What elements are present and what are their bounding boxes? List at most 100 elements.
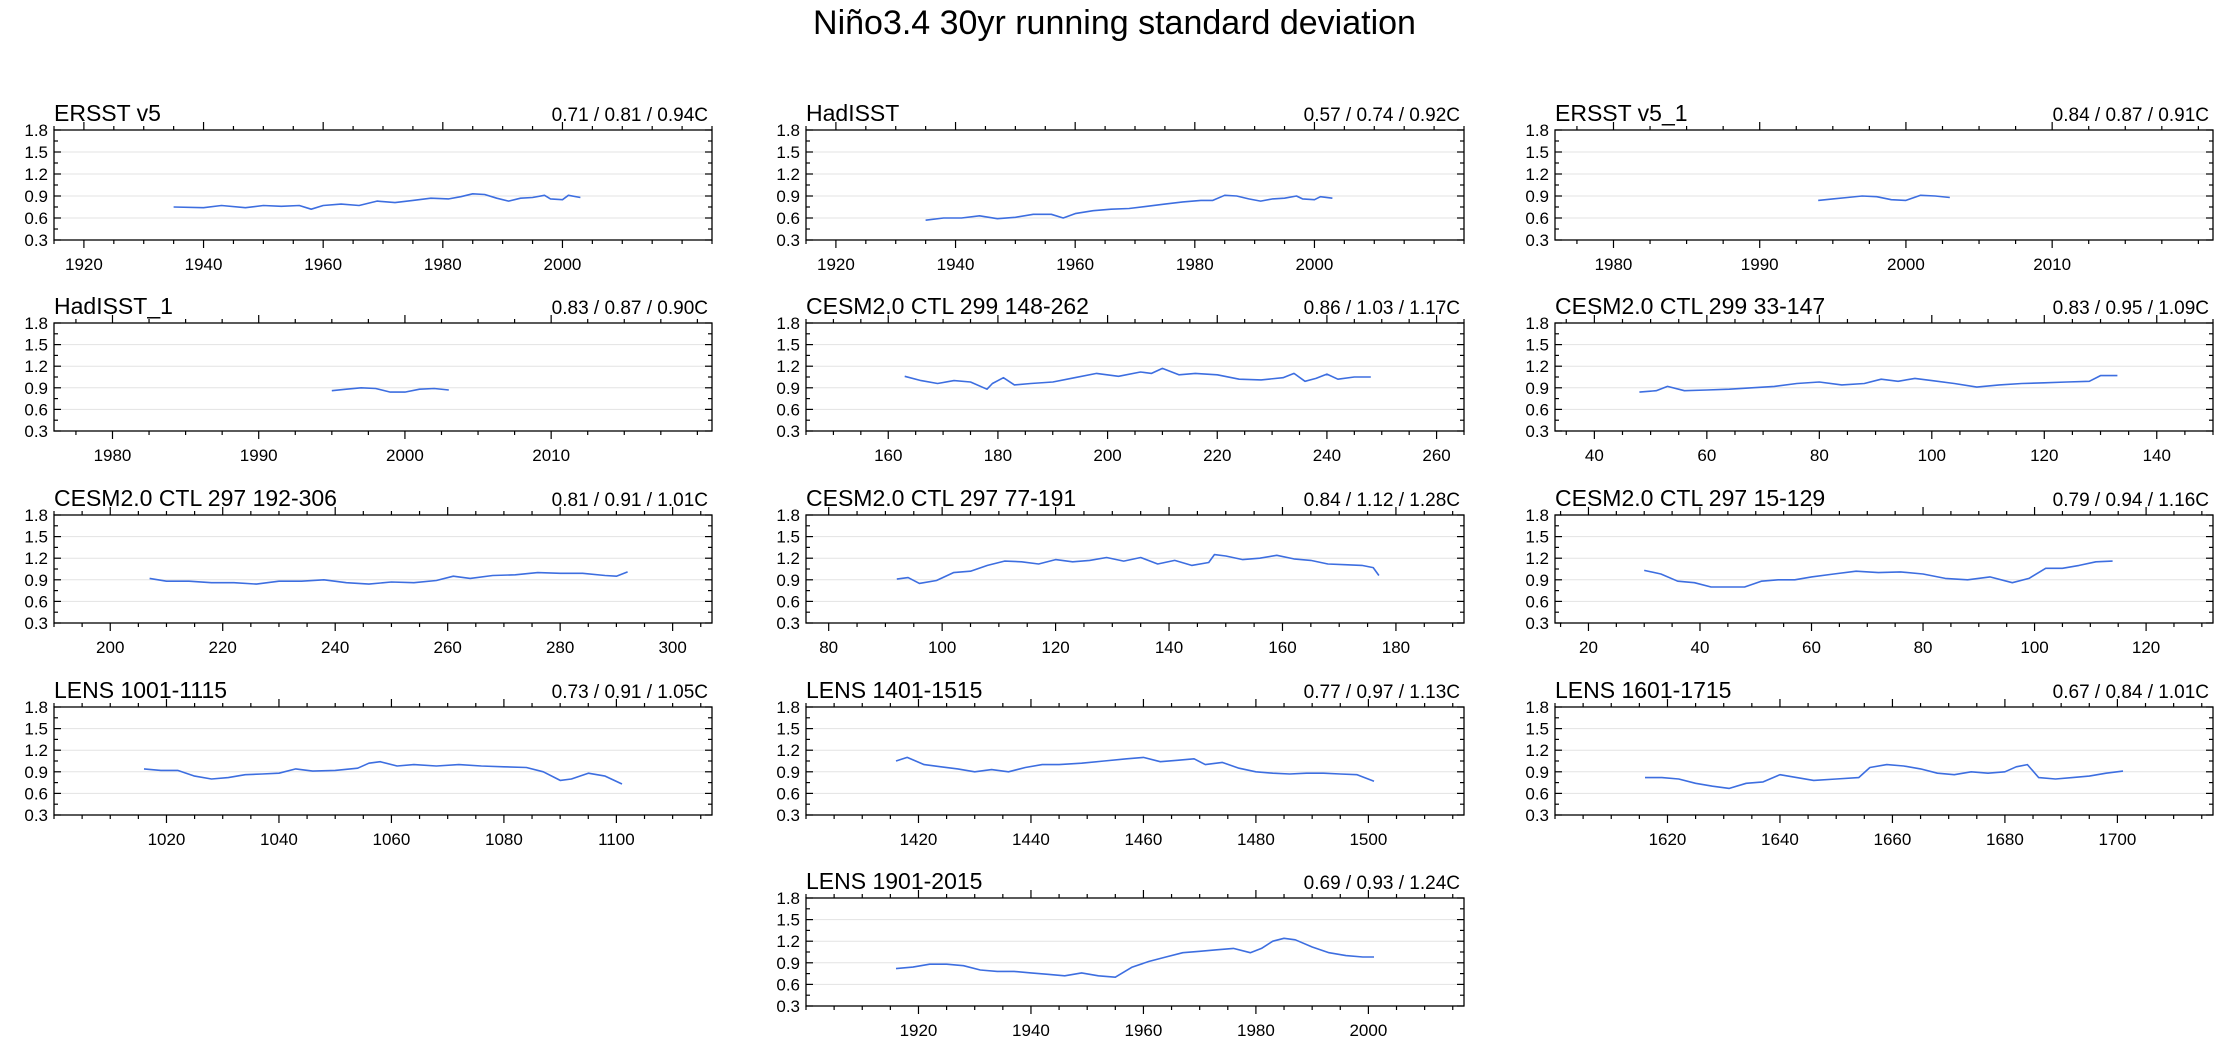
series-line	[895, 937, 1374, 979]
x-tick-label: 1940	[937, 255, 975, 274]
x-tick-label: 1080	[485, 830, 523, 849]
x-tick-label: 100	[2020, 638, 2048, 657]
panel-title: HadISST	[806, 100, 899, 126]
panel-stats: 0.73 / 0.91 / 1.05C	[552, 682, 708, 703]
x-tick-label: 2000	[1887, 255, 1925, 274]
x-tick-label: 60	[1802, 638, 1821, 657]
x-tick-label: 1420	[900, 830, 938, 849]
panel-stats: 0.81 / 0.91 / 1.01C	[552, 490, 708, 511]
y-tick-label: 1.5	[776, 143, 800, 162]
x-tick-label: 180	[984, 446, 1012, 465]
y-tick-label: 0.3	[1525, 614, 1549, 633]
plot-frame	[805, 129, 1465, 241]
y-tick-label: 1.8	[1525, 121, 1549, 140]
panel-12: LENS 1901-2015 0.69 / 0.93 / 1.24C 0.3 0.6 0…	[776, 868, 1465, 1040]
y-tick-label: 0.6	[776, 592, 800, 611]
y-tick-label: 0.3	[776, 997, 800, 1016]
series-line	[1818, 194, 1950, 202]
x-tick-label: 220	[1203, 446, 1231, 465]
y-tick-label: 1.8	[24, 121, 48, 140]
x-tick-label: 1920	[900, 1021, 938, 1040]
y-tick-label: 0.3	[24, 806, 48, 825]
y-tick-label: 0.9	[24, 571, 48, 590]
y-tick-label: 1.2	[776, 549, 800, 568]
x-tick-label: 120	[2132, 638, 2160, 657]
panel-10: LENS 1401-1515 0.77 / 0.97 / 1.13C 0.3 0.6 0…	[776, 677, 1465, 849]
x-tick-label: 280	[546, 638, 574, 657]
panel-stats: 0.79 / 0.94 / 1.16C	[2053, 490, 2209, 511]
x-tick-label: 20	[1579, 638, 1598, 657]
x-tick-label: 1940	[185, 255, 223, 274]
y-tick-label: 1.5	[24, 336, 48, 355]
x-tick-label: 1940	[1012, 1021, 1050, 1040]
y-tick-label: 0.3	[776, 422, 800, 441]
y-tick-label: 0.9	[24, 379, 48, 398]
y-tick-label: 1.5	[24, 143, 48, 162]
x-tick-label: 260	[1422, 446, 1450, 465]
y-tick-label: 0.9	[24, 763, 48, 782]
y-tick-label: 0.9	[1525, 187, 1549, 206]
y-tick-label: 0.3	[24, 614, 48, 633]
y-tick-label: 1.2	[1525, 357, 1549, 376]
x-tick-label: 120	[2030, 446, 2058, 465]
series-line	[904, 367, 1371, 391]
y-tick-label: 0.6	[24, 209, 48, 228]
y-tick-label: 1.2	[776, 357, 800, 376]
series-line	[173, 193, 581, 210]
x-tick-label: 1990	[240, 446, 278, 465]
x-tick-label: 1990	[1741, 255, 1779, 274]
plot-frame	[805, 706, 1465, 816]
x-tick-label: 80	[819, 638, 838, 657]
x-tick-label: 240	[1313, 446, 1341, 465]
y-tick-label: 0.6	[24, 592, 48, 611]
y-tick-label: 0.9	[776, 187, 800, 206]
y-tick-label: 1.8	[1525, 506, 1549, 525]
x-tick-label: 1920	[817, 255, 855, 274]
x-tick-label: 80	[1810, 446, 1829, 465]
y-tick-label: 0.6	[776, 209, 800, 228]
x-tick-label: 1980	[1176, 255, 1214, 274]
x-tick-label: 1980	[94, 446, 132, 465]
x-tick-label: 1020	[148, 830, 186, 849]
y-tick-label: 0.3	[1525, 806, 1549, 825]
panel-stats: 0.71 / 0.81 / 0.94C	[552, 105, 708, 126]
y-tick-label: 0.6	[1525, 784, 1549, 803]
panel-title: CESM2.0 CTL 297 77-191	[806, 485, 1076, 511]
x-tick-label: 1100	[598, 830, 635, 849]
y-tick-label: 1.8	[1525, 698, 1549, 717]
panel-stats: 0.84 / 1.12 / 1.28C	[1304, 490, 1460, 511]
y-tick-label: 0.6	[1525, 400, 1549, 419]
x-tick-label: 1640	[1761, 830, 1799, 849]
y-tick-label: 1.2	[1525, 165, 1549, 184]
y-tick-label: 0.3	[1525, 422, 1549, 441]
x-tick-label: 80	[1914, 638, 1933, 657]
plot-frame	[53, 129, 713, 241]
panel-stats: 0.83 / 0.95 / 1.09C	[2053, 298, 2209, 319]
y-tick-label: 1.8	[776, 121, 800, 140]
y-tick-label: 0.6	[1525, 592, 1549, 611]
x-tick-label: 180	[1382, 638, 1410, 657]
x-tick-label: 2000	[544, 255, 582, 274]
y-tick-label: 1.5	[776, 720, 800, 739]
panel-stats: 0.69 / 0.93 / 1.24C	[1304, 873, 1460, 894]
panel-title: LENS 1401-1515	[806, 677, 982, 703]
x-tick-label: 220	[209, 638, 237, 657]
panel-9: LENS 1001-1115 0.73 / 0.91 / 1.05C 0.3 0.6 0…	[24, 677, 713, 849]
panel-title: LENS 1901-2015	[806, 868, 982, 894]
panel-stats: 0.86 / 1.03 / 1.17C	[1304, 298, 1460, 319]
panel-1: HadISST 0.57 / 0.74 / 0.92C 0.3 0.6 0.9 1.2 1.…	[776, 100, 1465, 274]
series-line	[1639, 374, 2118, 393]
x-tick-label: 160	[1268, 638, 1296, 657]
x-tick-label: 1060	[373, 830, 411, 849]
panel-8: CESM2.0 CTL 297 15-129 0.79 / 0.94 / 1.16…	[1525, 485, 2214, 657]
panel-5: CESM2.0 CTL 299 33-147 0.83 / 0.95 / 1.09…	[1525, 293, 2214, 465]
panel-stats: 0.83 / 0.87 / 0.90C	[552, 298, 708, 319]
plot-frame	[1554, 322, 2214, 432]
y-tick-label: 1.8	[24, 698, 48, 717]
y-tick-label: 1.5	[24, 528, 48, 547]
y-tick-label: 1.2	[1525, 741, 1549, 760]
x-tick-label: 240	[321, 638, 349, 657]
y-tick-label: 0.6	[776, 784, 800, 803]
page-title: Niño3.4 30yr running standard deviation	[813, 4, 1416, 42]
